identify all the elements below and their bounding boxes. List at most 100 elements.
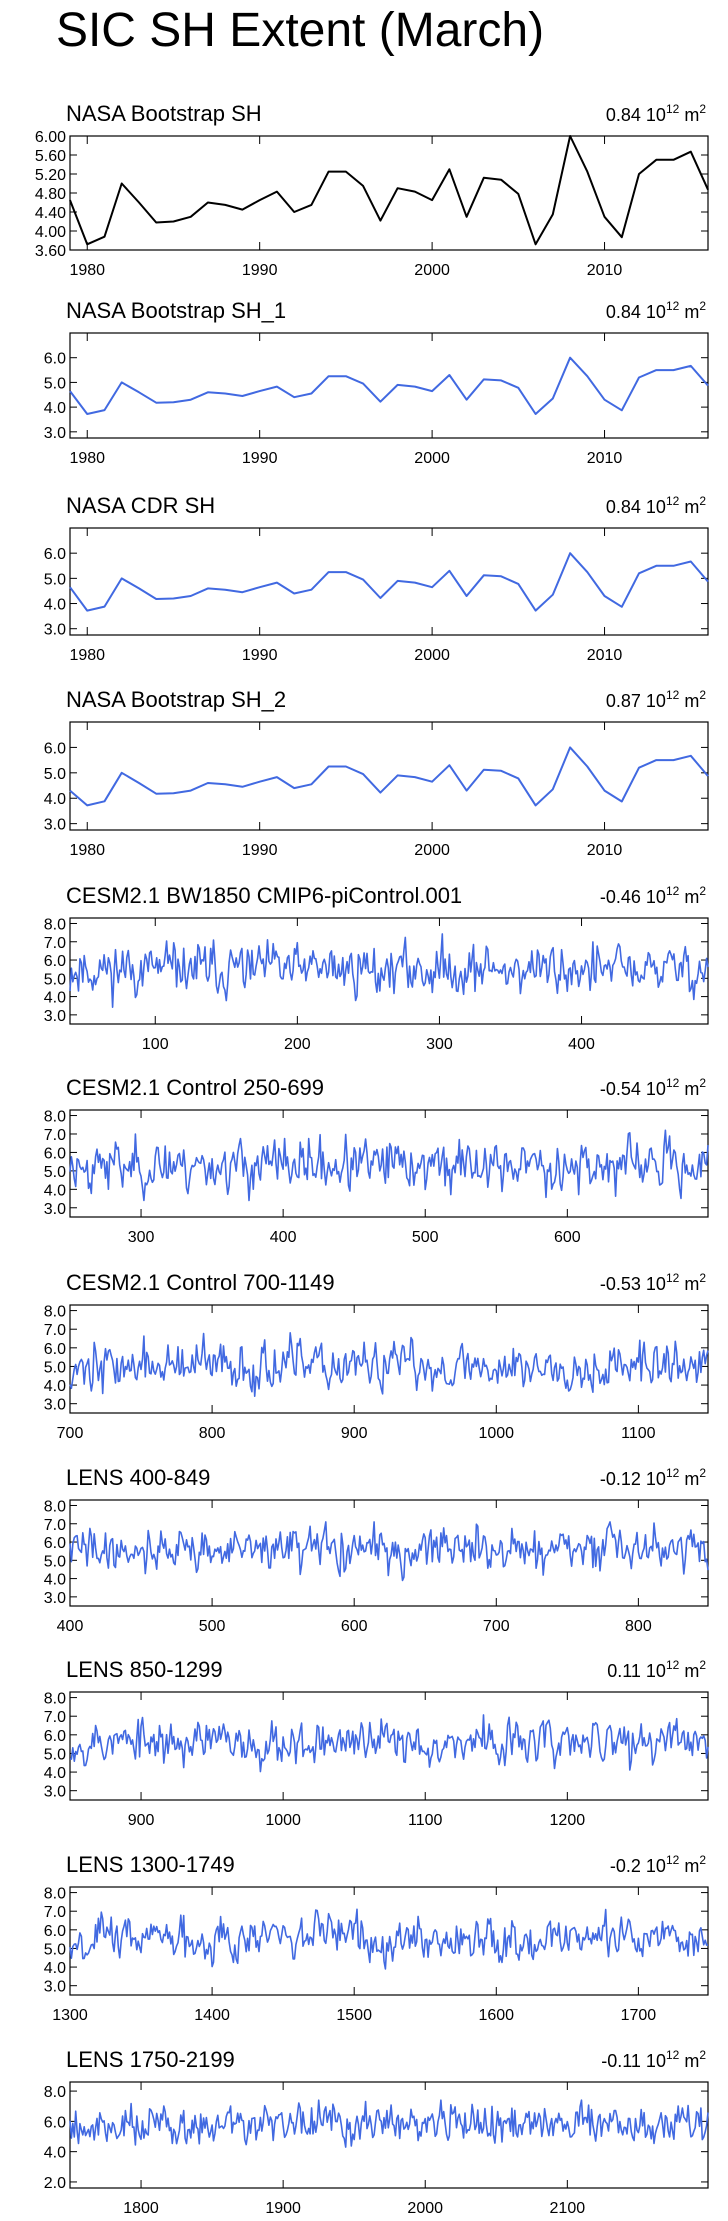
y-tick-label: 3.0 <box>44 1008 66 1025</box>
y-tick-label: 5.20 <box>35 167 66 184</box>
y-tick-label: 4.0 <box>44 1182 66 1199</box>
y-tick-label: 4.0 <box>44 597 66 614</box>
y-tick-label: 5.0 <box>44 971 66 988</box>
panel-trend-value: 0.84 1012 m2 <box>606 299 706 322</box>
y-tick-label: 8.0 <box>44 1886 66 1903</box>
y-tick-label: 3.0 <box>44 1590 66 1607</box>
y-tick-label: 4.0 <box>44 2145 66 2162</box>
y-tick-label: 7.0 <box>44 1904 66 1921</box>
x-tick-label: 200 <box>284 1036 311 1053</box>
x-tick-label: 800 <box>199 1425 226 1442</box>
x-tick-label: 1980 <box>69 842 105 859</box>
x-tick-label: 2000 <box>414 842 450 859</box>
x-tick-label: 1980 <box>69 647 105 664</box>
x-tick-label: 2010 <box>587 647 623 664</box>
y-tick-label: 7.0 <box>44 935 66 952</box>
series-line <box>69 2099 709 2148</box>
chart-panel-11: LENS 1750-2199 -0.11 1012 m2 2.0 4.0 6.0 8.0 1… <box>44 2047 709 2217</box>
x-tick-label: 100 <box>142 1036 169 1053</box>
y-tick-label: 7.0 <box>44 1127 66 1144</box>
y-tick-label: 4.0 <box>44 1378 66 1395</box>
x-tick-label: 1900 <box>265 2200 301 2217</box>
y-tick-label: 8.0 <box>44 1498 66 1515</box>
series-line <box>69 135 709 246</box>
y-tick-label: 6.0 <box>44 351 66 368</box>
y-tick-label: 4.0 <box>44 400 66 417</box>
x-tick-label: 400 <box>568 1036 595 1053</box>
y-tick-label: 8.0 <box>44 1691 66 1708</box>
y-tick-label: 2.0 <box>44 2175 66 2192</box>
y-tick-label: 4.0 <box>44 1572 66 1589</box>
panel-title: LENS 1300-1749 <box>66 1852 235 1877</box>
y-tick-label: 4.80 <box>35 186 66 203</box>
series-line <box>69 1129 709 1202</box>
chart-panel-8: LENS 400-849 -0.12 1012 m2 3.04.0 5.06.07.0… <box>44 1465 709 1635</box>
panel-title: CESM2.1 Control 700-1149 <box>66 1270 335 1295</box>
panel-trend-value: 0.84 1012 m2 <box>606 102 706 125</box>
y-tick-label: 5.0 <box>44 1941 66 1958</box>
x-tick-label: 300 <box>426 1036 453 1053</box>
x-tick-label: 800 <box>625 1618 652 1635</box>
y-tick-label: 3.0 <box>44 1784 66 1801</box>
y-tick-label: 3.0 <box>44 622 66 639</box>
x-tick-label: 2010 <box>587 450 623 467</box>
y-tick-label: 5.0 <box>44 1164 66 1181</box>
y-tick-label: 8.0 <box>44 916 66 933</box>
y-tick-label: 5.0 <box>44 1359 66 1376</box>
plot-frame <box>69 135 709 251</box>
x-tick-label: 2000 <box>407 2200 443 2217</box>
chart-panel-2: NASA Bootstrap SH_1 0.84 1012 m2 3.0 4.0 5.0… <box>44 298 709 467</box>
series-line <box>69 1714 709 1773</box>
series-line <box>69 746 709 807</box>
plot-frame <box>69 527 709 636</box>
x-tick-label: 1100 <box>621 1425 656 1442</box>
series-line <box>69 1908 708 1970</box>
x-tick-label: 1990 <box>242 262 278 279</box>
y-tick-label: 4.0 <box>44 791 66 808</box>
y-tick-label: 3.0 <box>44 425 66 442</box>
chart-panel-3: NASA CDR SH 0.84 1012 m2 3.0 4.0 5.0 6.0 1980 1… <box>44 493 709 664</box>
series-line <box>69 552 709 612</box>
figure-title: SIC SH Extent (March) <box>55 4 545 57</box>
chart-panel-4: NASA Bootstrap SH_2 0.87 1012 m2 3.0 4.0 5.0… <box>44 687 709 859</box>
y-tick-label: 3.0 <box>44 817 66 834</box>
x-tick-label: 1990 <box>242 450 278 467</box>
y-tick-label: 5.0 <box>44 1553 66 1570</box>
y-tick-label: 5.0 <box>44 766 66 783</box>
panel-title: LENS 400-849 <box>66 1465 210 1490</box>
panel-title: NASA Bootstrap SH <box>66 101 262 126</box>
y-tick-label: 6.0 <box>44 1728 66 1745</box>
x-tick-label: 1980 <box>69 450 105 467</box>
x-tick-label: 1600 <box>478 2007 514 2024</box>
y-tick-label: 6.0 <box>44 740 66 757</box>
series-line <box>69 1521 709 1582</box>
y-tick-label: 8.0 <box>44 1109 66 1126</box>
plot-frame <box>69 1304 709 1414</box>
x-tick-label: 1500 <box>336 2007 372 2024</box>
series-line <box>69 1332 709 1397</box>
panel-trend-value: -0.11 1012 m2 <box>601 2048 706 2071</box>
x-tick-label: 1990 <box>242 647 278 664</box>
y-tick-label: 8.0 <box>44 2084 66 2101</box>
x-tick-label: 700 <box>483 1618 510 1635</box>
panel-trend-value: -0.53 1012 m2 <box>600 1271 706 1294</box>
y-tick-label: 6.0 <box>44 1923 66 1940</box>
x-tick-label: 400 <box>270 1229 297 1246</box>
y-tick-label: 6.0 <box>44 2114 66 2131</box>
y-tick-label: 5.0 <box>44 375 66 392</box>
x-tick-label: 600 <box>554 1229 581 1246</box>
y-tick-label: 3.0 <box>44 1979 66 1996</box>
x-tick-label: 300 <box>128 1229 155 1246</box>
x-tick-label: 1980 <box>69 262 105 279</box>
panel-title: LENS 850-1299 <box>66 1657 223 1682</box>
y-tick-label: 6.0 <box>44 953 66 970</box>
plot-frame <box>69 1499 709 1607</box>
plot-frame <box>69 1691 709 1801</box>
chart-panel-5: CESM2.1 BW1850 CMIP6-piControl.001 -0.46 … <box>44 883 709 1053</box>
y-tick-label: 4.40 <box>35 205 66 222</box>
y-tick-label: 5.60 <box>35 148 66 165</box>
y-tick-label: 4.00 <box>35 224 66 241</box>
x-tick-label: 1000 <box>265 1812 301 1829</box>
x-tick-label: 2010 <box>587 262 623 279</box>
